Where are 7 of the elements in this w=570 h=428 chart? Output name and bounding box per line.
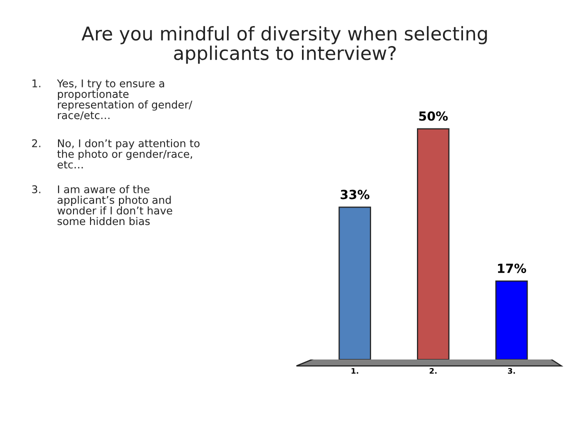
text: 2. No, I don’t pay attention to the photo or gender/race, etc… (32, 139, 200, 169)
text: 1. Yes, I try to ensure a proportionate representation of gender/ race/etc… (32, 80, 192, 120)
data-label: 50% (419, 111, 448, 121)
chart-title: Are you mindful of diversity when selecting applicants to interview? (82, 26, 487, 64)
data-label: 33% (340, 190, 370, 200)
data-label: 17% (498, 264, 526, 274)
text: 3. I am aware of the applicant’s photo and wonder if I don’t have some hidden bias (32, 185, 172, 226)
